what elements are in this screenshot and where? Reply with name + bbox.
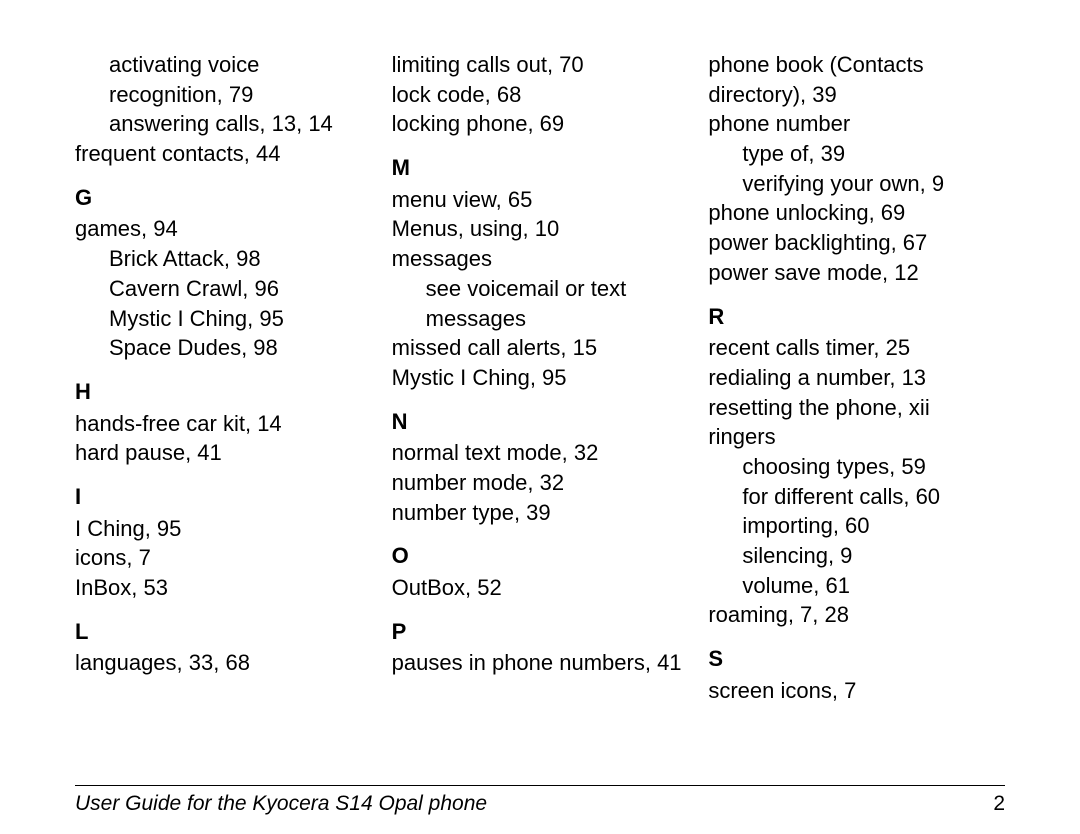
index-entry: phone number — [708, 109, 1005, 139]
index-entry: languages, 33, 68 — [75, 648, 372, 678]
index-letter-r: R — [708, 302, 1005, 332]
page-number: 2 — [993, 792, 1005, 816]
footer-title: User Guide for the Kyocera S14 Opal phon… — [75, 792, 487, 816]
index-entry: ringers — [708, 422, 1005, 452]
index-sub: choosing types, 59 — [708, 452, 1005, 482]
index-entry: redialing a number, 13 — [708, 363, 1005, 393]
index-entry: limiting calls out, 70 — [392, 50, 689, 80]
index-entry: phone book (Contacts directory), 39 — [708, 50, 1005, 109]
index-entry: InBox, 53 — [75, 573, 372, 603]
index-sub: Mystic I Ching, 95 — [75, 304, 372, 334]
index-entry: OutBox, 52 — [392, 573, 689, 603]
index-sub: silencing, 9 — [708, 541, 1005, 571]
index-entry: I Ching, 95 — [75, 514, 372, 544]
index-entry: number mode, 32 — [392, 468, 689, 498]
index-entry: messages — [392, 244, 689, 274]
columns: activating voice recognition, 79 answeri… — [75, 50, 1005, 705]
index-letter-g: G — [75, 183, 372, 213]
index-entry: resetting the phone, xii — [708, 393, 1005, 423]
index-sub: Brick Attack, 98 — [75, 244, 372, 274]
index-sub: for different calls, 60 — [708, 482, 1005, 512]
index-entry: screen icons, 7 — [708, 676, 1005, 706]
index-entry: missed call alerts, 15 — [392, 333, 689, 363]
index-letter-i: I — [75, 482, 372, 512]
index-entry: games, 94 — [75, 214, 372, 244]
index-sub: Cavern Crawl, 96 — [75, 274, 372, 304]
index-letter-p: P — [392, 617, 689, 647]
index-letter-m: M — [392, 153, 689, 183]
index-letter-o: O — [392, 541, 689, 571]
index-entry: power save mode, 12 — [708, 258, 1005, 288]
index-entry: phone unlocking, 69 — [708, 198, 1005, 228]
index-letter-s: S — [708, 644, 1005, 674]
index-sub: volume, 61 — [708, 571, 1005, 601]
index-sub: see voicemail or text messages — [392, 274, 689, 333]
index-entry: pauses in phone numbers, 41 — [392, 648, 689, 678]
index-letter-n: N — [392, 407, 689, 437]
footer: User Guide for the Kyocera S14 Opal phon… — [75, 785, 1005, 816]
index-entry: hard pause, 41 — [75, 438, 372, 468]
index-letter-h: H — [75, 377, 372, 407]
index-entry: number type, 39 — [392, 498, 689, 528]
index-entry: Mystic I Ching, 95 — [392, 363, 689, 393]
index-entry: Menus, using, 10 — [392, 214, 689, 244]
index-sub: importing, 60 — [708, 511, 1005, 541]
index-entry: normal text mode, 32 — [392, 438, 689, 468]
index-letter-l: L — [75, 617, 372, 647]
index-entry: locking phone, 69 — [392, 109, 689, 139]
index-entry: frequent contacts, 44 — [75, 139, 372, 169]
index-entry: recent calls timer, 25 — [708, 333, 1005, 363]
index-entry: roaming, 7, 28 — [708, 600, 1005, 630]
column-1: activating voice recognition, 79 answeri… — [75, 50, 372, 705]
index-sub: answering calls, 13, 14 — [75, 109, 372, 139]
index-page: activating voice recognition, 79 answeri… — [0, 0, 1080, 705]
index-entry: menu view, 65 — [392, 185, 689, 215]
index-sub: Space Dudes, 98 — [75, 333, 372, 363]
column-2: limiting calls out, 70 lock code, 68 loc… — [392, 50, 689, 705]
index-entry: lock code, 68 — [392, 80, 689, 110]
index-entry: power backlighting, 67 — [708, 228, 1005, 258]
index-sub: activating voice recognition, 79 — [75, 50, 372, 109]
index-entry: icons, 7 — [75, 543, 372, 573]
index-sub: type of, 39 — [708, 139, 1005, 169]
index-sub: verifying your own, 9 — [708, 169, 1005, 199]
column-3: phone book (Contacts directory), 39 phon… — [708, 50, 1005, 705]
index-entry: hands-free car kit, 14 — [75, 409, 372, 439]
